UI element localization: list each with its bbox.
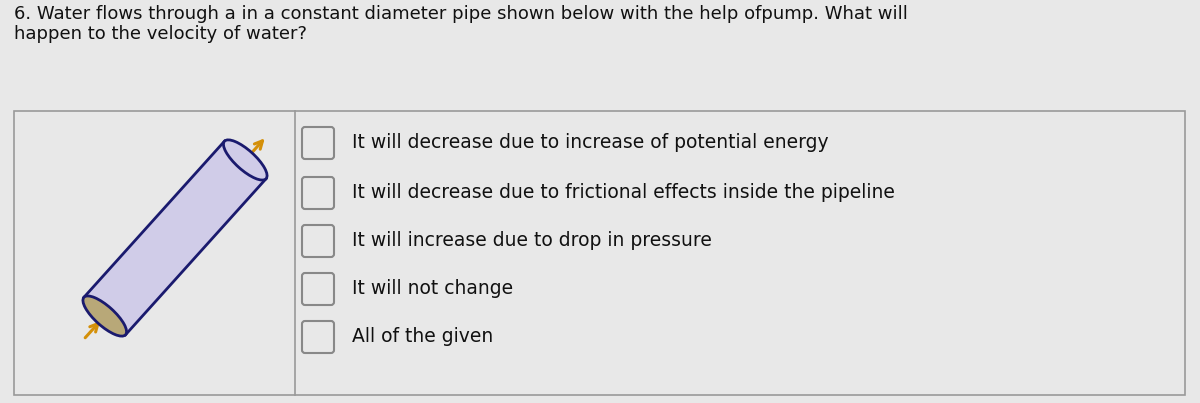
Ellipse shape xyxy=(223,140,268,180)
FancyBboxPatch shape xyxy=(302,273,334,305)
Bar xyxy=(14,111,1186,395)
Text: All of the given: All of the given xyxy=(352,328,493,347)
FancyBboxPatch shape xyxy=(302,225,334,257)
Text: 6. Water flows through a in a constant diameter pipe shown below with the help o: 6. Water flows through a in a constant d… xyxy=(14,5,908,23)
Ellipse shape xyxy=(83,296,126,336)
FancyBboxPatch shape xyxy=(302,177,334,209)
Text: happen to the velocity of water?: happen to the velocity of water? xyxy=(14,25,307,43)
Text: It will increase due to drop in pressure: It will increase due to drop in pressure xyxy=(352,231,712,251)
FancyBboxPatch shape xyxy=(302,321,334,353)
Text: It will decrease due to frictional effects inside the pipeline: It will decrease due to frictional effec… xyxy=(352,183,895,202)
FancyBboxPatch shape xyxy=(302,127,334,159)
Text: It will decrease due to increase of potential energy: It will decrease due to increase of pote… xyxy=(352,133,829,152)
Polygon shape xyxy=(84,141,266,335)
Text: It will not change: It will not change xyxy=(352,280,514,299)
